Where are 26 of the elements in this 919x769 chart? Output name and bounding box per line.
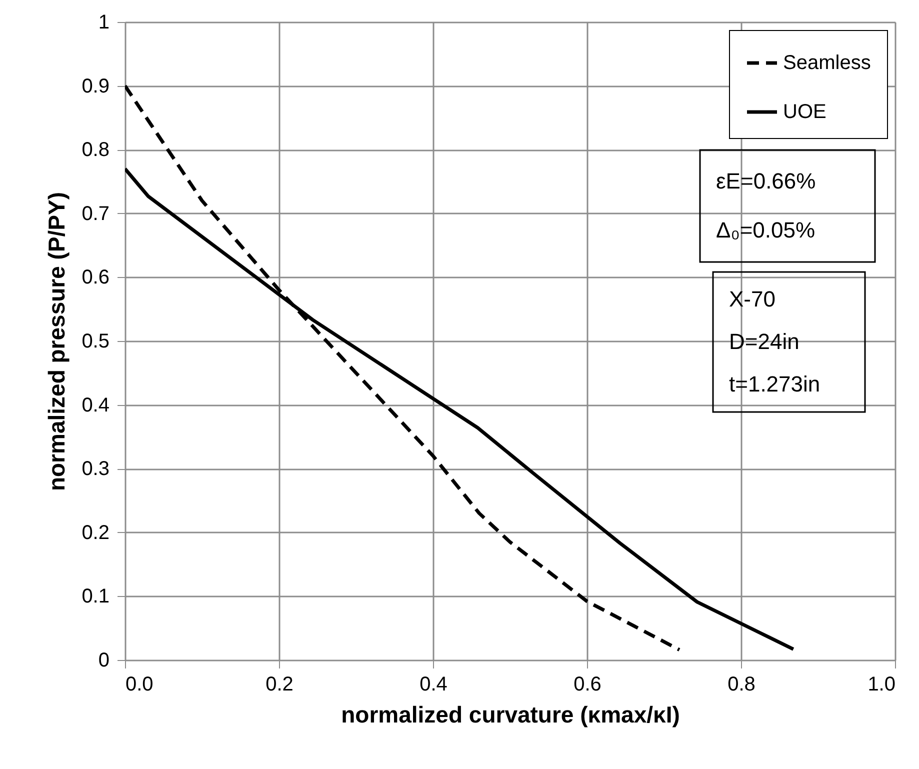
y-tick-label: 0.7 xyxy=(82,202,110,225)
annotation: Δ₀=0.05% xyxy=(716,217,816,242)
y-tick-label: 1 xyxy=(98,12,110,34)
y-axis-title: normalized pressure (P/PY) xyxy=(44,192,70,492)
x-tick-label: 0.8 xyxy=(728,674,756,696)
annotation: εE=0.66% xyxy=(716,168,816,194)
y-tick-label: 0.1 xyxy=(82,586,110,608)
y-tick-label: 0 xyxy=(98,650,110,672)
x-tick-label: 0.6 xyxy=(574,674,602,696)
legend-label: Seamless xyxy=(783,52,871,74)
y-tick-label: 0.5 xyxy=(82,330,110,352)
legend-label: UOE xyxy=(783,101,826,123)
y-tick-label: 0.9 xyxy=(82,75,110,98)
x-axis-title: normalized curvature (κmax/κI) xyxy=(341,702,680,728)
y-tick-label: 0.8 xyxy=(82,139,110,162)
annotation: D=24in xyxy=(729,329,800,354)
y-tick-label: 0.3 xyxy=(82,458,110,480)
y-tick-label: 0.6 xyxy=(82,266,110,289)
x-tick-label: 1.0 xyxy=(868,674,896,696)
x-tick-label: 0.4 xyxy=(420,674,448,696)
y-tick-label: 0.2 xyxy=(82,522,110,544)
x-tick-label: 0.2 xyxy=(266,674,294,696)
annotation: t=1.273in xyxy=(729,371,820,396)
annotation: X-70 xyxy=(729,286,776,312)
x-tick-label: 0.0 xyxy=(126,674,154,696)
y-tick-label: 0.4 xyxy=(82,394,110,416)
